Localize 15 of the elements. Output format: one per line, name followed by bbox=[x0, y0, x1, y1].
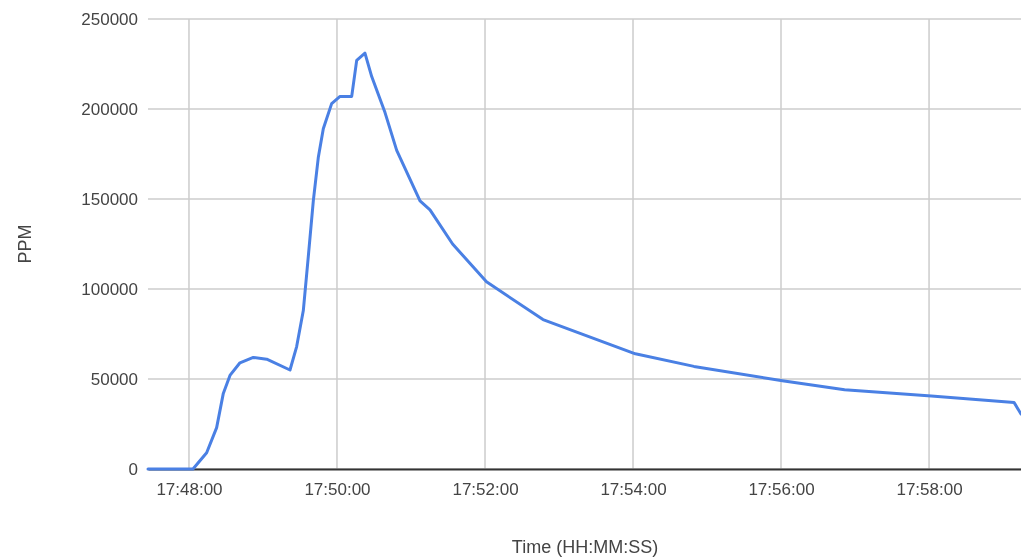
y-tick-label: 50000 bbox=[90, 369, 138, 389]
x-tick-label: 17:58:00 bbox=[896, 480, 963, 500]
x-tick-label: 17:56:00 bbox=[748, 480, 815, 500]
x-axis-title: Time (HH:MM:SS) bbox=[511, 537, 659, 557]
line-series bbox=[146, 51, 1021, 471]
y-tick-label: 250000 bbox=[81, 9, 138, 29]
x-tick-label: 17:48:00 bbox=[156, 480, 223, 500]
y-tick-label: 100000 bbox=[81, 279, 138, 299]
x-tick-label: 17:54:00 bbox=[600, 480, 667, 500]
x-tick-label: 17:52:00 bbox=[452, 480, 519, 500]
y-tick-label: 150000 bbox=[81, 189, 138, 209]
x-tick-label: 17:50:00 bbox=[304, 480, 371, 500]
y-tick-label: 200000 bbox=[81, 99, 138, 119]
y-tick-label: 0 bbox=[128, 459, 138, 479]
y-axis-title: PPM bbox=[15, 224, 35, 264]
